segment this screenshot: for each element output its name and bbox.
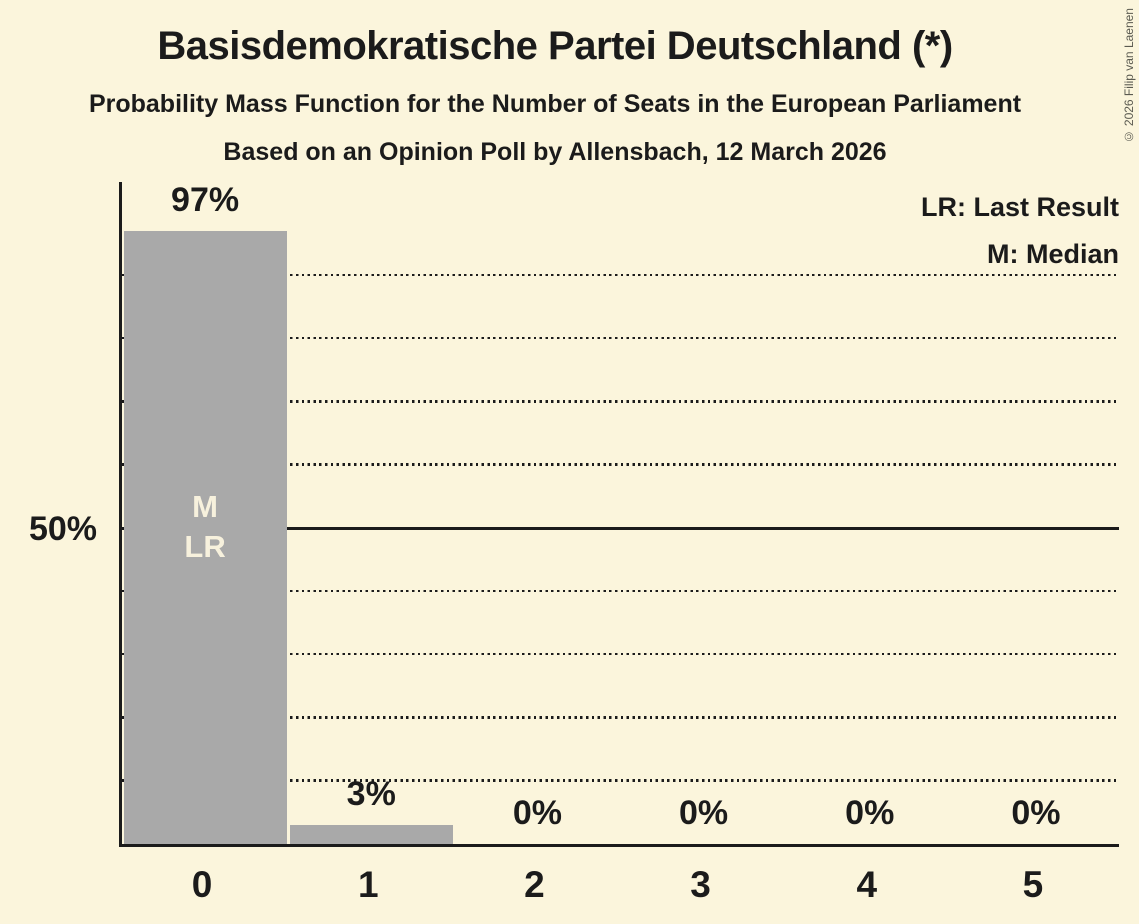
gridline-30pct <box>122 653 1119 656</box>
x-tick-label-3: 3 <box>690 864 711 905</box>
bar-value-label-1: 3% <box>346 775 396 814</box>
gridline-80pct <box>122 337 1119 340</box>
plot-inner: 97% 3% 0% 0% 0% 0% M LR <box>122 180 1119 844</box>
poll-info: Based on an Opinion Poll by Allensbach, … <box>223 138 887 166</box>
gridline-10pct <box>122 779 1119 782</box>
plot-area: 97% 3% 0% 0% 0% 0% M LR <box>119 180 1119 847</box>
bar-value-label-3: 0% <box>679 794 729 832</box>
gridline-20pct <box>122 716 1119 719</box>
x-tick-label-1: 1 <box>357 864 379 905</box>
bar-value-label-0: 97% <box>171 180 240 219</box>
legend-median: M: Median <box>987 239 1119 269</box>
bar-seats-1 <box>289 825 453 844</box>
legend: LR: Last Result M: Median <box>921 184 1119 278</box>
bar-value-label-2: 0% <box>512 794 562 832</box>
x-tick-label-4: 4 <box>856 864 878 905</box>
gridline-70pct <box>122 400 1119 403</box>
median-marker-label: M <box>192 489 218 524</box>
last-result-marker-label: LR <box>184 529 226 564</box>
bar-value-label-5: 0% <box>1011 794 1061 832</box>
chart-title: Basisdemokratische Partei Deutschland (*… <box>157 24 953 68</box>
x-tick-label-5: 5 <box>1022 864 1044 905</box>
x-axis: 0 1 2 3 4 5 <box>119 864 1119 914</box>
gridline-50pct-solid <box>122 526 1119 530</box>
chart-subtitle: Probability Mass Function for the Number… <box>88 90 1022 118</box>
bar-seats-0 <box>123 230 287 844</box>
gridline-60pct <box>122 463 1119 466</box>
gridline-90pct <box>122 273 1119 277</box>
bar-value-label-4: 0% <box>845 794 895 832</box>
gridline-40pct <box>122 589 1119 593</box>
x-tick-label-0: 0 <box>191 864 213 905</box>
copyright-notice: © 2026 Filip van Laenen <box>1122 8 1136 144</box>
legend-last-result: LR: Last Result <box>920 192 1119 222</box>
median-last-result-marker: M LR <box>122 487 288 567</box>
x-tick-label-2: 2 <box>524 864 545 905</box>
y-axis-50-label: 50% <box>28 510 97 548</box>
